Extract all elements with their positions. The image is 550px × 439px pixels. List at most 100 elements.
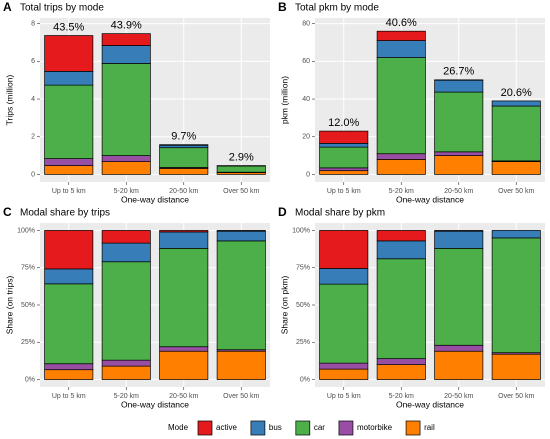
- y-tick-label: 0: [306, 171, 310, 178]
- legend-key: [250, 420, 266, 436]
- x-tick-label: Up to 5 km: [327, 188, 361, 195]
- bar-segment: [101, 33, 151, 46]
- bar-segment: [491, 237, 541, 354]
- x-tick-label: Over 50 km: [223, 188, 259, 195]
- share-label: 2.9%: [229, 152, 254, 164]
- panel-label: B: [278, 0, 287, 14]
- share-label: 40.6%: [386, 17, 417, 29]
- share-label: 43.9%: [111, 20, 142, 32]
- y-tick-label: 20: [302, 134, 310, 141]
- legend-label: car: [314, 423, 325, 432]
- y-tick-label: 75%: [296, 265, 310, 272]
- bar-segment: [376, 364, 426, 380]
- bar-segment: [319, 143, 369, 148]
- x-tick-label: Over 50 km: [498, 188, 534, 195]
- bar-segment: [44, 158, 94, 166]
- y-axis-title: Trips (million): [4, 74, 14, 125]
- x-tick-label: Over 50 km: [223, 393, 259, 400]
- bar-segment: [216, 350, 266, 380]
- bar-segment: [376, 358, 426, 365]
- y-tick-label: 40: [302, 96, 310, 103]
- x-tick-label: Up to 5 km: [52, 188, 86, 195]
- bar-segment: [434, 230, 484, 232]
- bar-segment: [159, 350, 209, 380]
- bar-segment: [434, 350, 484, 380]
- bar-segment: [376, 57, 426, 155]
- bar-segment: [216, 230, 266, 242]
- bar-segment: [101, 365, 151, 380]
- bar-segment: [101, 155, 151, 162]
- panel-label: D: [278, 205, 287, 219]
- bar-segment: [44, 283, 94, 365]
- x-axis-title: One-way distance: [396, 194, 464, 204]
- bar-segment: [159, 230, 209, 233]
- panel-title: Modal share by trips: [20, 208, 110, 219]
- bar-segment: [159, 247, 209, 348]
- bar-segment: [101, 63, 151, 156]
- panel-label: A: [3, 0, 12, 14]
- x-tick-label: 20-50 km: [169, 393, 198, 400]
- legend-key: [197, 420, 213, 436]
- bar-segment: [216, 165, 266, 173]
- bar-segment: [44, 35, 94, 72]
- share-label: 9.7%: [171, 131, 196, 143]
- y-tick-label: 0%: [300, 376, 310, 383]
- bar-segment: [44, 363, 94, 371]
- bar-segment: [44, 70, 94, 86]
- y-tick-label: 50%: [296, 302, 310, 309]
- bar-segment: [159, 346, 209, 352]
- y-tick-label: 8: [31, 20, 35, 27]
- x-tick-label: 5-20 km: [389, 188, 414, 195]
- legend-label: motorbike: [357, 423, 393, 432]
- bar-segment: [319, 167, 369, 172]
- y-tick-label: 100%: [17, 227, 35, 234]
- y-tick-label: 0: [31, 171, 35, 178]
- y-tick-label: 2: [31, 134, 35, 141]
- legend-key: [295, 420, 311, 436]
- bar-segment: [44, 268, 94, 285]
- bar-segment: [376, 153, 426, 160]
- bar-segment: [319, 230, 369, 269]
- bar-segment: [159, 144, 209, 149]
- panel-label: C: [3, 205, 12, 219]
- bar-segment: [319, 146, 369, 169]
- bar-segment: [159, 144, 209, 146]
- y-tick-label: 80: [302, 20, 310, 27]
- x-axis-title: One-way distance: [396, 399, 464, 409]
- bar-segment: [101, 45, 151, 64]
- bar-segment: [101, 242, 151, 263]
- bar-segment: [44, 165, 94, 175]
- bar-segment: [376, 258, 426, 360]
- y-axis-title: Share (on pkm): [279, 276, 289, 335]
- bar-segment: [491, 100, 541, 107]
- bar-segment: [159, 231, 209, 249]
- bar-segment: [434, 155, 484, 175]
- bar-segment: [434, 151, 484, 156]
- y-tick-label: 60: [302, 58, 310, 65]
- bar-segment: [376, 230, 426, 242]
- legend-label: bus: [269, 423, 282, 432]
- bar-segment: [491, 353, 541, 380]
- y-tick-label: 4: [31, 96, 35, 103]
- y-tick-label: 50%: [21, 302, 35, 309]
- bar-segment: [319, 283, 369, 364]
- panel-title: Modal share by pkm: [295, 208, 385, 219]
- bar-segment: [44, 369, 94, 380]
- x-axis-title: One-way distance: [121, 399, 189, 409]
- bar-segment: [44, 230, 94, 270]
- legend-label: rail: [424, 423, 435, 432]
- y-tick-label: 75%: [21, 265, 35, 272]
- share-label: 12.0%: [328, 117, 359, 129]
- x-tick-label: 5-20 km: [114, 188, 139, 195]
- share-label: 43.5%: [53, 21, 84, 33]
- legend-key: [338, 420, 354, 436]
- bar-segment: [101, 359, 151, 367]
- legend-key: [405, 420, 421, 436]
- bar-segment: [491, 105, 541, 162]
- x-axis-title: One-way distance: [121, 194, 189, 204]
- y-axis-title: pkm (million): [279, 76, 289, 124]
- y-tick-label: 0%: [25, 376, 35, 383]
- legend-label: active: [216, 423, 237, 432]
- x-tick-label: 20-50 km: [444, 393, 473, 400]
